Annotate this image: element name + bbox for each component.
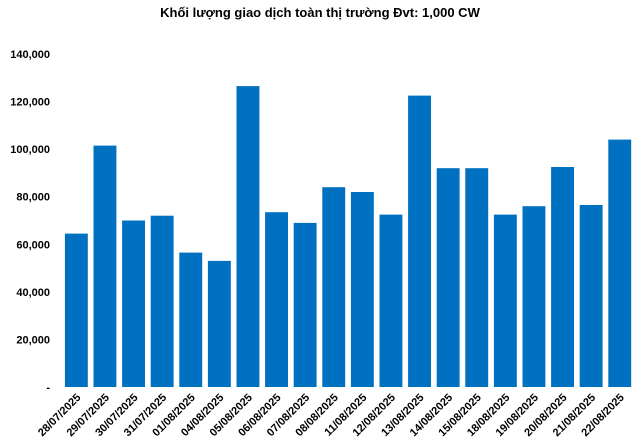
bar [179,252,203,387]
bar [408,95,431,387]
y-axis: - 20,000 40,000 60,000 80,000 100,000 120,000 1… [10,49,50,394]
bar [522,206,546,387]
bar [150,215,174,387]
bar [236,86,260,387]
chart-title: Khối lượng giao dịch toàn thị trường Đvt… [160,5,480,20]
y-tick-label: 140,000 [10,49,50,61]
bar [322,187,346,387]
bar [436,168,460,387]
y-tick-label: 60,000 [16,239,50,251]
bar [493,214,517,387]
y-tick-label: 100,000 [10,144,50,156]
y-tick-label: 20,000 [16,334,50,346]
bar [350,192,374,387]
bar [551,167,574,387]
bar [122,220,145,387]
bar [465,168,489,387]
y-tick-label: 40,000 [16,287,50,299]
bars [64,86,632,387]
bar [207,260,231,387]
bar [265,212,288,387]
bar [293,222,317,387]
y-tick-label: 80,000 [16,192,50,204]
x-axis: 28/07/202529/07/202530/07/202531/07/2025… [36,392,627,439]
bar [93,145,117,387]
y-tick-label: 120,000 [10,97,50,109]
bar [379,214,403,387]
bar [608,139,632,387]
y-tick-label: - [46,382,50,394]
bar [64,233,88,387]
bar [579,205,603,387]
